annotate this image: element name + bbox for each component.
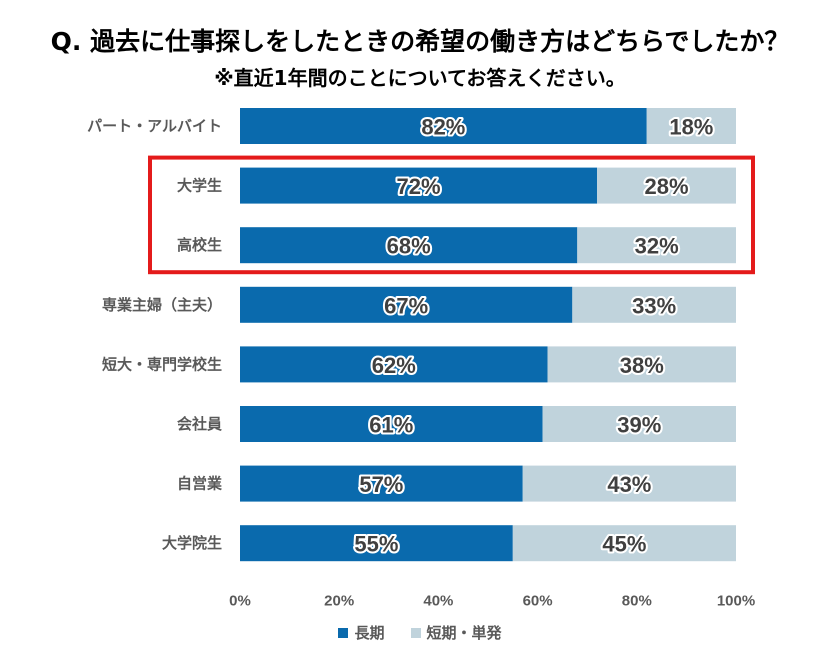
- category-label: 自営業: [177, 475, 223, 493]
- bar-long: [240, 465, 523, 502]
- bar-short: [522, 465, 736, 502]
- category-label: 大学院生: [162, 534, 222, 552]
- legend-item-long: 長期: [338, 622, 385, 643]
- data-label-short: 18%: [669, 115, 713, 140]
- bar-short: [512, 525, 736, 562]
- data-label-long: 72%: [397, 174, 441, 199]
- x-tick-label: 20%: [324, 593, 354, 610]
- data-label-short: 38%: [620, 353, 664, 378]
- legend-swatch-short: [410, 627, 421, 638]
- data-label-long: 82%: [421, 115, 465, 140]
- legend-label-short: 短期・単発: [426, 624, 502, 642]
- bar-long: [240, 406, 543, 442]
- x-tick-label: 80%: [622, 593, 652, 610]
- bar-long: [240, 227, 578, 264]
- bar-short: [597, 167, 736, 204]
- data-label-short: 33%: [632, 293, 676, 318]
- x-tick-label: 60%: [523, 593, 553, 610]
- bar-long: [240, 525, 513, 562]
- data-label-short: 45%: [602, 532, 646, 557]
- x-tick-label: 100%: [717, 593, 755, 610]
- legend-swatch-long: [338, 627, 349, 638]
- data-label-short: 32%: [635, 234, 679, 259]
- x-tick-label: 40%: [423, 593, 453, 610]
- data-label-short: 39%: [617, 413, 661, 438]
- legend-label-long: 長期: [354, 624, 385, 642]
- category-label: 大学生: [177, 177, 222, 195]
- chart-title: Q. 過去に仕事探しをしたときの希望の働き方はどちらでしたか？: [50, 27, 790, 56]
- bar-short: [542, 406, 736, 442]
- data-label-long: 57%: [359, 472, 403, 497]
- data-label-short: 43%: [607, 472, 651, 497]
- data-label-long: 55%: [354, 532, 398, 557]
- data-label-long: 61%: [369, 413, 413, 438]
- category-label: パート・アルバイト: [87, 117, 222, 135]
- category-label: 会社員: [177, 415, 222, 433]
- legend-item-short: 短期・単発: [410, 622, 502, 643]
- category-label: 短大・専門学校生: [102, 355, 222, 373]
- data-label-long: 68%: [387, 234, 431, 259]
- x-tick-label: 0%: [229, 593, 251, 610]
- data-label-long: 67%: [384, 293, 428, 318]
- highlight-box: [148, 155, 755, 275]
- bar-long: [240, 167, 598, 204]
- category-label: 高校生: [177, 236, 222, 254]
- chart-subtitle: ※直近1年間のことについてお答えください。: [214, 66, 626, 90]
- legend: 長期 短期・単発: [0, 622, 840, 643]
- bar-short: [646, 108, 736, 144]
- category-label: 専業主婦（主夫）: [102, 296, 222, 314]
- data-label-short: 28%: [645, 174, 689, 199]
- bar-short: [577, 227, 736, 264]
- data-label-long: 62%: [372, 353, 416, 378]
- bar-short: [572, 286, 736, 323]
- bar-long: [240, 346, 548, 383]
- bar-long: [240, 286, 573, 323]
- bar-long: [240, 108, 647, 144]
- bar-short: [547, 346, 736, 383]
